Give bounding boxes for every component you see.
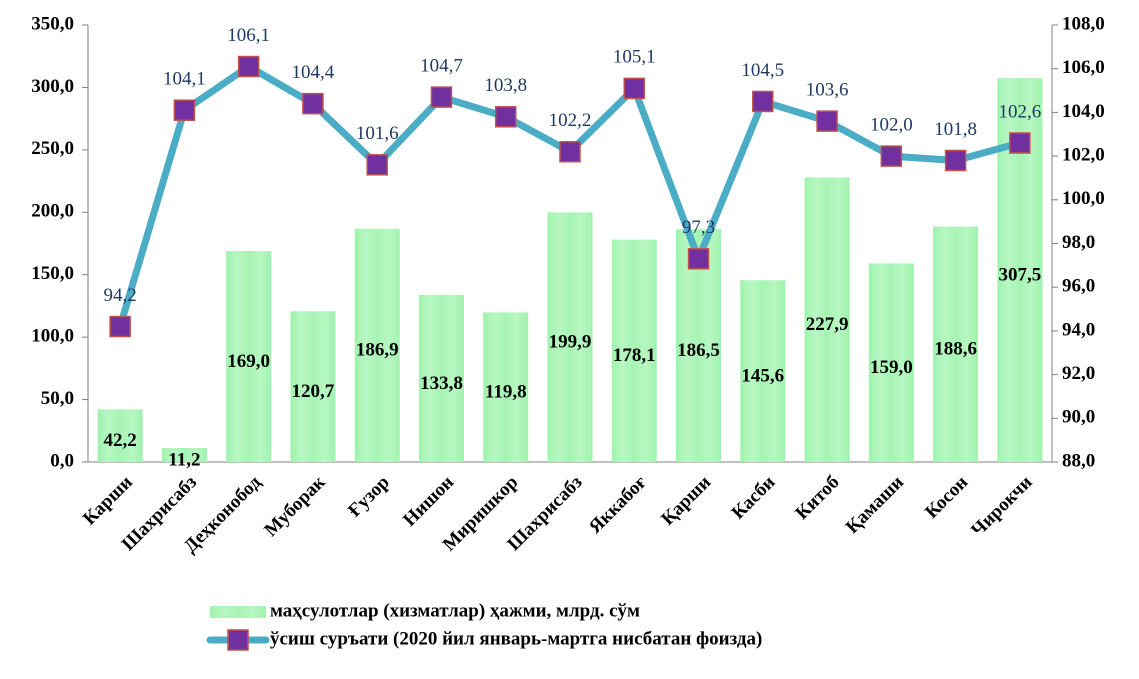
y-tick-label: 250,0 [31,138,74,159]
legend-marker [227,629,249,651]
bar [290,311,336,462]
x-tick-label: Китоб [791,472,843,524]
bar-value-label: 169,0 [227,351,270,372]
bar [740,280,786,462]
marker [430,86,453,108]
y2-tick-label: 90,0 [1062,407,1095,428]
line-value-label: 101,8 [934,119,977,140]
x-tick-label: Қамаши [842,472,908,538]
x-tick-label: Касби [728,472,780,524]
bar [804,177,850,463]
bar [933,226,979,462]
bar-value-label: 178,1 [613,345,656,366]
line-value-label: 102,6 [998,101,1041,122]
line-value-label: 105,1 [613,47,656,68]
bar [226,250,272,462]
bar [161,448,207,462]
line-value-label: 106,1 [227,25,270,46]
y2-tick-label: 88,0 [1062,450,1095,471]
y2-tick-label: 102,0 [1062,144,1105,165]
legend-label: маҳсулотлар (хизматлар) ҳажми, млрд. сўм [270,600,640,621]
bar-value-label: 188,6 [934,339,977,360]
y-tick-label: 150,0 [31,263,74,284]
bar [418,294,464,462]
bar-value-label: 119,8 [485,382,527,403]
x-tick-label: Яккабоғ [585,472,651,538]
line-value-label: 104,5 [741,60,784,81]
bar-value-label: 186,9 [356,340,399,361]
line-value-label: 103,6 [806,79,849,100]
marker [366,154,388,176]
bar-value-label: 199,9 [549,332,592,353]
marker [237,55,260,78]
bar [611,239,657,462]
y-tick-label: 300,0 [31,76,74,97]
x-tick-label: Нишон [399,472,458,531]
bar-value-label: 159,0 [870,357,913,378]
line-value-label: 102,0 [870,114,913,135]
y2-tick-label: 100,0 [1062,188,1105,209]
bar-value-label: 307,5 [998,264,1041,285]
line-value-label: 101,6 [356,123,399,144]
legend-label: ўсиш суръати (2020 йил январь-мартга нис… [270,628,762,649]
x-tick-label: Карши [79,472,137,530]
y2-tick-label: 108,0 [1062,13,1105,34]
x-tick-label: Ғузор [344,472,394,522]
y-tick-label: 350,0 [31,13,74,34]
y-tick-label: 50,0 [41,388,74,409]
bar [483,312,529,462]
x-tick-label: Муборак [260,472,329,541]
bar-value-label: 145,6 [741,365,784,386]
x-tick-label: Косон [921,472,972,523]
marker [816,110,838,132]
marker [1009,132,1031,154]
marker [880,145,903,167]
marker [944,149,967,172]
line-value-label: 103,8 [484,75,527,96]
marker [687,248,710,270]
y2-tick-label: 98,0 [1062,232,1095,253]
line-value-label: 102,2 [549,110,592,131]
y2-tick-label: 104,0 [1062,101,1105,122]
bar-value-label: 120,7 [292,381,335,402]
line-value-label: 94,2 [104,285,137,306]
y2-tick-label: 96,0 [1062,276,1095,297]
x-tick-label: Чирокчи [967,472,1036,541]
bar [354,228,400,462]
marker [494,106,517,128]
bar-value-label: 227,9 [806,314,849,335]
line-value-label: 104,4 [292,62,335,83]
legend-swatch [210,606,266,618]
x-tick-label: Қарши [657,472,715,530]
bar-value-label: 133,8 [420,373,463,394]
marker [173,99,196,121]
y-tick-label: 0,0 [50,450,74,471]
bar-value-label: 11,2 [168,449,200,470]
bar [97,409,143,462]
marker [109,315,131,338]
marker [559,140,581,163]
line-value-label: 97,3 [682,217,715,238]
y2-tick-label: 106,0 [1062,57,1105,78]
bar [547,212,593,462]
bar-value-label: 186,5 [677,340,720,361]
line-value-label: 104,7 [420,55,463,76]
y2-tick-label: 92,0 [1062,363,1095,384]
marker [752,90,774,113]
bar [868,263,914,462]
marker [623,77,646,100]
marker [302,92,324,115]
bar-value-label: 42,2 [104,430,137,451]
line-value-label: 104,1 [163,69,206,90]
y-tick-label: 100,0 [31,326,74,347]
y2-tick-label: 94,0 [1062,319,1095,340]
y-tick-label: 200,0 [31,201,74,222]
